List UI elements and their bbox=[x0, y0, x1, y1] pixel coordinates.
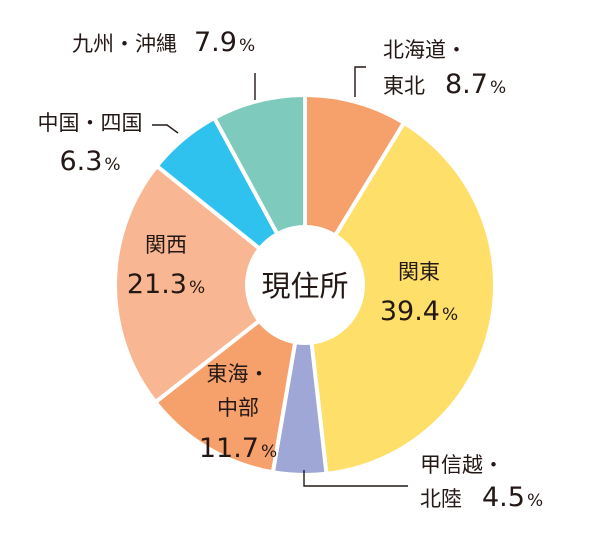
slice-value-東海中部: 11.7% bbox=[199, 433, 277, 464]
slice-関東 bbox=[303, 120, 497, 476]
slice-label-甲信越北陸-2: 北陸 bbox=[420, 487, 462, 511]
slice-label-北海道東北-2: 東北 bbox=[383, 74, 425, 98]
donut-hole bbox=[245, 225, 365, 345]
slice-value-中国四国: 6.3% bbox=[59, 146, 120, 177]
donut-slices bbox=[113, 93, 497, 477]
center-label: 現住所 bbox=[261, 269, 348, 303]
leader-line-北海道東北 bbox=[354, 66, 366, 97]
leader-line-中国四国 bbox=[152, 124, 179, 134]
slice-label-九州沖縄-1: 九州・沖縄 bbox=[72, 32, 177, 56]
slice-value-北海道東北: 8.7% bbox=[445, 69, 506, 100]
slice-label-北海道東北-1: 北海道・ bbox=[383, 38, 467, 62]
slice-関西 bbox=[113, 164, 307, 405]
slice-label-関東-1: 関東 bbox=[398, 260, 440, 284]
slice-label-東海中部-1: 東海・ bbox=[207, 362, 270, 386]
leader-lines bbox=[152, 66, 408, 487]
slice-label-甲信越北陸-1: 甲信越・ bbox=[420, 453, 504, 477]
slice-value-九州沖縄: 7.9% bbox=[194, 27, 255, 58]
slice-label-関西-1: 関西 bbox=[145, 233, 187, 257]
slice-label-中国四国-1: 中国・四国 bbox=[38, 111, 143, 135]
slice-value-甲信越北陸: 4.5% bbox=[482, 482, 543, 513]
slice-label-東海中部-2: 中部 bbox=[217, 396, 259, 420]
leader-line-甲信越北陸 bbox=[303, 470, 408, 487]
